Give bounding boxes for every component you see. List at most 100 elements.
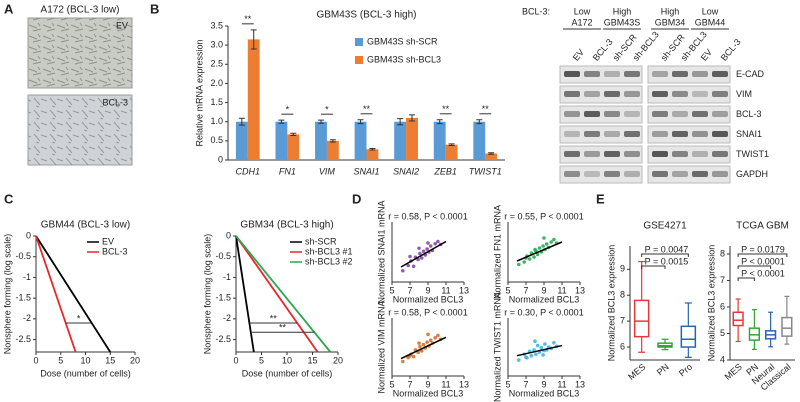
line [235,235,332,353]
point [542,236,546,240]
x-tick-label: 13 [575,285,585,295]
legend-label: sh-BCL3 #1 [305,246,353,256]
error-bar [436,119,443,125]
blot-band [564,91,580,97]
point [401,268,405,273]
trend-line [400,240,447,268]
significance-label: ** [270,313,278,323]
image-label: EV [116,20,128,30]
legend-label: BCL-3 [102,246,128,256]
bar [247,39,260,160]
point [541,353,545,357]
protein-label: TWIST1 [736,149,769,159]
y-tick-label: 0 [226,230,231,240]
blot-band [692,171,708,177]
blot-strip [559,125,643,144]
comparison-bracket [737,253,788,257]
point [543,342,547,346]
legend-swatch [355,56,363,64]
point [552,237,556,242]
x-tick-label: 11 [441,379,450,389]
bar [275,121,288,160]
y-tick-label: -2 [23,313,31,323]
y-tick-label: -1 [23,272,31,282]
x-tick-label: 5 [389,379,394,389]
comparison-label: P = 0.0047 [645,244,689,254]
annotation: r = 0.58, P < 0.0001 [388,211,467,221]
group-line: A172 [571,17,592,27]
y-tick-label: 3.0 [210,40,223,50]
point [426,241,430,245]
group-level: High [661,6,680,16]
x-tick-label: TWIST1 [469,166,502,176]
blot-strip [647,165,731,184]
protein-label: VIM [736,89,752,99]
legend-label: EV [102,236,114,246]
x-tick-label: 20 [130,355,140,365]
point [425,247,429,251]
chart-title: GBM34 (BCL-3 high) [240,220,333,231]
x-tick-label: 7 [407,285,412,295]
blot-band [624,131,640,137]
blot-strip [559,165,643,184]
point [534,352,538,357]
group-line: GBM43S [604,17,641,27]
x-tick-label: 15 [307,355,317,365]
legend-label: GBM43S sh-BCL3 [367,54,441,64]
x-tick-label: 0 [33,355,38,365]
micrograph [27,94,133,166]
y-tick-label: 8 [720,248,725,258]
error-bar [278,119,285,124]
legend-swatch [355,38,363,46]
error-bar [397,118,404,126]
y-tick-label: -2.5 [15,334,31,344]
x-tick-label: 5 [58,355,63,365]
x-tick-label: 7 [523,379,528,389]
lane-label: sh-BCL3 [631,30,661,63]
bar [315,121,327,160]
x-tick-label: 13 [459,379,469,389]
point [529,353,534,358]
point [524,355,528,359]
bar [354,121,367,160]
y-tick-label: 6 [620,341,625,351]
group-level: High [613,6,632,16]
trend-line [400,336,447,360]
bar [445,144,458,160]
blot-band [672,91,688,97]
blot-band [604,131,620,137]
blot-band [652,131,668,137]
y-tick-label: 1.5 [210,97,223,107]
y-axis-label: Normalized BCL3 expression [706,245,716,362]
blot-band [692,111,708,117]
y-tick-label: 2.0 [210,78,223,88]
significance-label: ** [279,323,287,333]
error-bar [317,119,324,124]
blot-band [672,151,688,157]
point [436,239,440,244]
point [544,242,549,246]
comparison-bracket [641,253,689,257]
x-tick-label: 13 [575,379,585,389]
y-axis-label: Normalized VIM mRNA [376,300,386,393]
x-tick-label: 5 [259,355,264,365]
protein-label: BCL-3 [736,109,762,119]
panel-title: A172 (BCL-3 low) [41,5,120,16]
significance-label: ** [442,104,450,114]
y-tick-label: -1 [223,272,231,282]
blot-strip [647,85,731,104]
x-tick-label: 9 [541,285,546,295]
legend-label: sh-BCL3 #2 [305,256,353,266]
bar [287,134,300,160]
y-tick-label: 0.5 [210,135,223,145]
point [517,358,521,362]
protein-label: E-CAD [736,69,765,79]
group-line: GBM44 [695,17,726,27]
significance-label: ** [482,104,490,114]
line [35,235,112,353]
point [552,340,556,345]
x-axis-label: Dose (number of cells) [242,368,333,378]
point [522,260,526,264]
y-tick-label: 5 [720,328,725,338]
